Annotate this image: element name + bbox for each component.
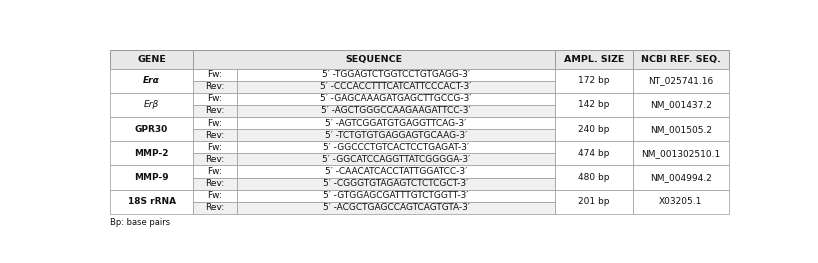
Bar bbox=[110, 117, 193, 141]
Bar bbox=[632, 141, 729, 165]
Bar bbox=[110, 93, 193, 117]
Text: Fw:: Fw: bbox=[208, 94, 222, 103]
Bar bbox=[193, 178, 236, 190]
Bar bbox=[193, 141, 236, 153]
Text: NM_004994.2: NM_004994.2 bbox=[649, 173, 712, 182]
Bar bbox=[236, 165, 555, 178]
Bar bbox=[236, 117, 555, 129]
Text: 5′ -AGTCGGATGTGAGGTTCAG-3′: 5′ -AGTCGGATGTGAGGTTCAG-3′ bbox=[326, 119, 466, 128]
Bar bbox=[236, 129, 555, 141]
Text: Rev:: Rev: bbox=[205, 131, 225, 140]
Bar bbox=[236, 153, 555, 165]
Text: 5′ -GAGCAAAGATGAGCTTGCCG-3′: 5′ -GAGCAAAGATGAGCTTGCCG-3′ bbox=[321, 94, 472, 103]
Text: MMP-2: MMP-2 bbox=[134, 149, 169, 158]
Bar bbox=[193, 190, 236, 202]
Bar bbox=[193, 153, 236, 165]
Text: 172 bp: 172 bp bbox=[578, 76, 609, 85]
Bar bbox=[555, 165, 632, 190]
Text: Rev:: Rev: bbox=[205, 82, 225, 91]
Text: 201 bp: 201 bp bbox=[578, 197, 609, 206]
Text: NM_001505.2: NM_001505.2 bbox=[649, 125, 712, 134]
Text: Rev:: Rev: bbox=[205, 203, 225, 212]
Text: 5′ -GTGGAGCGATTTGTCTGGTT-3′: 5′ -GTGGAGCGATTTGTCTGGTT-3′ bbox=[323, 191, 469, 200]
Text: 5′ -AGCTGGGCCAAGAAGATTCC-3′: 5′ -AGCTGGGCCAAGAAGATTCC-3′ bbox=[321, 107, 471, 115]
Bar bbox=[632, 69, 729, 93]
Bar bbox=[236, 141, 555, 153]
Text: 5′ -GGCATCCAGGTTATCGGGGA-3′: 5′ -GGCATCCAGGTTATCGGGGA-3′ bbox=[322, 155, 470, 164]
Text: Bp: base pairs: Bp: base pairs bbox=[110, 218, 170, 227]
Bar bbox=[555, 117, 632, 141]
Bar bbox=[193, 129, 236, 141]
Bar bbox=[236, 178, 555, 190]
Text: Fw:: Fw: bbox=[208, 70, 222, 79]
Text: 240 bp: 240 bp bbox=[578, 125, 609, 134]
Text: Rev:: Rev: bbox=[205, 107, 225, 115]
Bar bbox=[110, 69, 193, 93]
Bar bbox=[193, 117, 236, 129]
Bar bbox=[555, 190, 632, 214]
Text: Rev:: Rev: bbox=[205, 179, 225, 188]
Text: 18S rRNA: 18S rRNA bbox=[128, 197, 176, 206]
Bar bbox=[193, 50, 555, 69]
Bar bbox=[236, 69, 555, 81]
Text: Fw:: Fw: bbox=[208, 191, 222, 200]
Text: 5′ -CCCACCTTTCATCATTCCCACT-3′: 5′ -CCCACCTTTCATCATTCCCACT-3′ bbox=[321, 82, 472, 91]
Text: 480 bp: 480 bp bbox=[578, 173, 609, 182]
Bar bbox=[110, 165, 193, 190]
Text: 5′ -TCTGTGTGAGGAGTGCAAG-3′: 5′ -TCTGTGTGAGGAGTGCAAG-3′ bbox=[325, 131, 467, 140]
Bar bbox=[193, 105, 236, 117]
Bar bbox=[110, 190, 193, 214]
Bar bbox=[555, 50, 632, 69]
Text: Fw:: Fw: bbox=[208, 143, 222, 152]
Bar bbox=[236, 190, 555, 202]
Text: 474 bp: 474 bp bbox=[578, 149, 609, 158]
Text: Fw:: Fw: bbox=[208, 167, 222, 176]
Bar bbox=[632, 165, 729, 190]
Bar bbox=[193, 93, 236, 105]
Bar bbox=[555, 69, 632, 93]
Bar bbox=[110, 50, 193, 69]
Bar bbox=[632, 50, 729, 69]
Text: NCBI REF. SEQ.: NCBI REF. SEQ. bbox=[640, 55, 721, 64]
Text: NM_001302510.1: NM_001302510.1 bbox=[641, 149, 721, 158]
Bar bbox=[193, 165, 236, 178]
Bar bbox=[555, 141, 632, 165]
Text: GPR30: GPR30 bbox=[135, 125, 169, 134]
Text: 5′ -CGGGTGTAGAGTCTCTCGCT-3′: 5′ -CGGGTGTAGAGTCTCTCGCT-3′ bbox=[323, 179, 469, 188]
Text: MMP-9: MMP-9 bbox=[134, 173, 169, 182]
Text: SEQUENCE: SEQUENCE bbox=[346, 55, 403, 64]
Text: Rev:: Rev: bbox=[205, 155, 225, 164]
Bar bbox=[193, 202, 236, 214]
Bar bbox=[193, 81, 236, 93]
Text: Erβ: Erβ bbox=[144, 100, 160, 109]
Text: NM_001437.2: NM_001437.2 bbox=[649, 100, 712, 109]
Text: NT_025741.16: NT_025741.16 bbox=[648, 76, 713, 85]
Bar bbox=[236, 105, 555, 117]
Text: GENE: GENE bbox=[137, 55, 166, 64]
Bar bbox=[236, 93, 555, 105]
Text: Fw:: Fw: bbox=[208, 119, 222, 128]
Bar bbox=[193, 69, 236, 81]
Bar bbox=[632, 93, 729, 117]
Text: 5′ -CAACATCACCTATTGGATCC-3′: 5′ -CAACATCACCTATTGGATCC-3′ bbox=[325, 167, 467, 176]
Text: Erα: Erα bbox=[143, 76, 160, 85]
Text: X03205.1: X03205.1 bbox=[659, 197, 703, 206]
Bar bbox=[110, 141, 193, 165]
Bar bbox=[236, 202, 555, 214]
Bar bbox=[555, 93, 632, 117]
Bar bbox=[632, 190, 729, 214]
Text: 142 bp: 142 bp bbox=[578, 100, 609, 109]
Bar bbox=[236, 81, 555, 93]
Text: 5′ -GGCCCTGTCACTCCTGAGAT-3′: 5′ -GGCCCTGTCACTCCTGAGAT-3′ bbox=[323, 143, 469, 152]
Text: 5′ -TGGAGTCTGGTCCTGTGAGG-3′: 5′ -TGGAGTCTGGTCCTGTGAGG-3′ bbox=[322, 70, 470, 79]
Bar bbox=[632, 117, 729, 141]
Text: 5′ -ACGCTGAGCCAGTCAGTGTA-3′: 5′ -ACGCTGAGCCAGTCAGTGTA-3′ bbox=[322, 203, 470, 212]
Text: AMPL. SIZE: AMPL. SIZE bbox=[564, 55, 624, 64]
